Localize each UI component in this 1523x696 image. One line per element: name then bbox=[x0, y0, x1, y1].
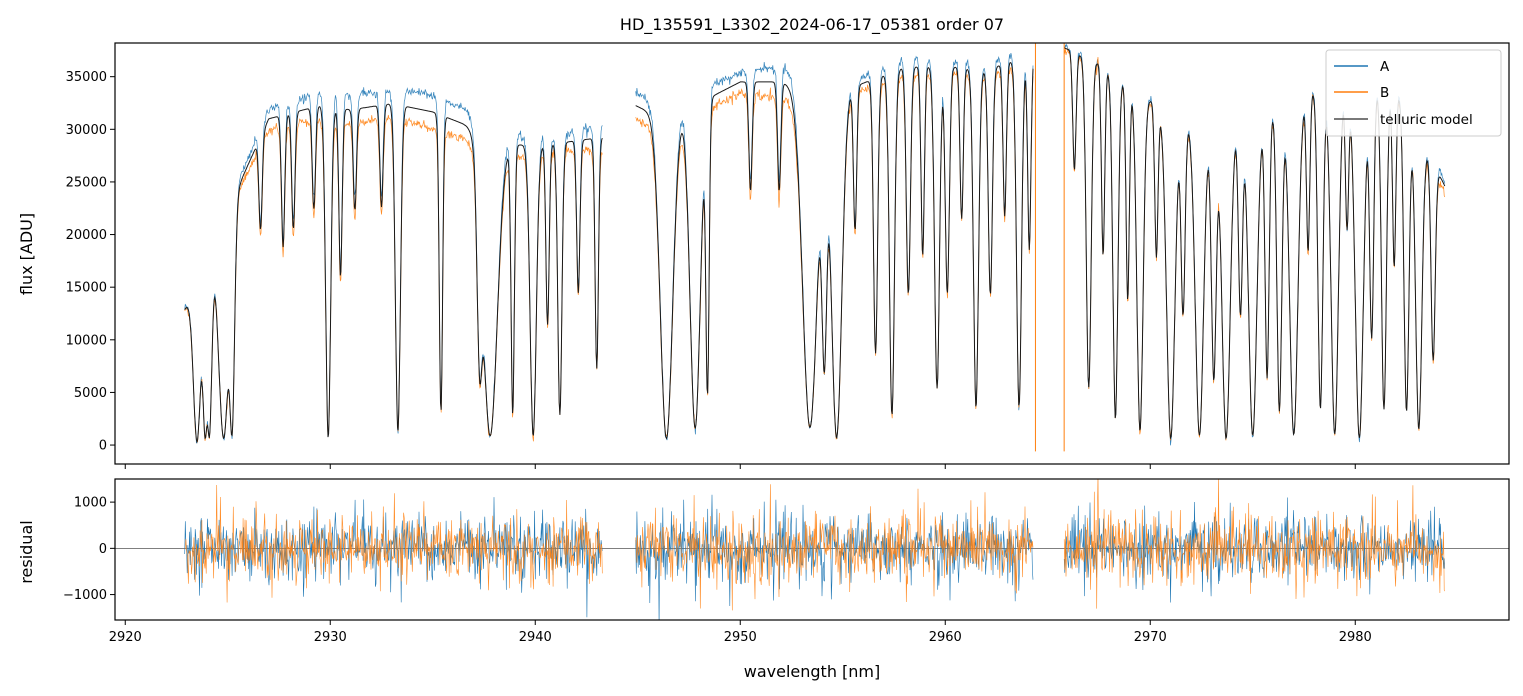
x-tick-label: 2930 bbox=[314, 630, 347, 645]
flux-axis-label: flux [ADU] bbox=[17, 213, 36, 295]
residual-panel-frame bbox=[114, 478, 1510, 621]
y-tick-label: 20000 bbox=[66, 228, 107, 243]
x-tick-label: 2970 bbox=[1134, 630, 1167, 645]
chart-title: HD_135591_L3302_2024-06-17_05381 order 0… bbox=[620, 15, 1004, 35]
y-tick-label: 30000 bbox=[66, 123, 107, 138]
residual-b-line bbox=[1063, 479, 1446, 609]
y-tick-label: 10000 bbox=[66, 333, 107, 348]
flux-panel-frame bbox=[114, 42, 1510, 465]
x-tick-label: 2940 bbox=[519, 630, 552, 645]
y-tick-label: 5000 bbox=[74, 386, 107, 401]
telluric-model-line bbox=[184, 103, 603, 444]
y-tick-label: −1000 bbox=[63, 588, 107, 603]
residual-a-line bbox=[1063, 497, 1446, 603]
y-tick-label: 25000 bbox=[66, 175, 107, 190]
series-a-line bbox=[184, 87, 603, 444]
residual-b-line bbox=[184, 484, 603, 603]
y-tick-label: 35000 bbox=[66, 70, 107, 85]
wavelength-axis-label: wavelength [nm] bbox=[744, 662, 881, 681]
y-tick-label: 15000 bbox=[66, 281, 107, 296]
x-tick-label: 2960 bbox=[929, 630, 962, 645]
residual-b-line bbox=[635, 484, 1034, 611]
x-tick-label: 2920 bbox=[109, 630, 142, 645]
legend: A B telluric model bbox=[1325, 49, 1502, 137]
telluric-model-line bbox=[1063, 47, 1446, 440]
legend-box bbox=[1325, 49, 1502, 137]
telluric-model-line bbox=[635, 62, 1034, 440]
residual-axis-label: residual bbox=[17, 520, 36, 583]
residual-a-line bbox=[635, 494, 1034, 620]
x-tick-label: 2980 bbox=[1339, 630, 1372, 645]
y-tick-label: 1000 bbox=[74, 496, 107, 511]
flux-panel: 0 5000 10000 15000 20000 25000 30000 35000 flux… bbox=[17, 42, 1510, 469]
x-tick-label: 2950 bbox=[724, 630, 757, 645]
legend-label-model: telluric model bbox=[1380, 112, 1473, 128]
y-tick-label: 0 bbox=[99, 542, 107, 557]
legend-label-b: B bbox=[1380, 85, 1389, 101]
legend-label-a: A bbox=[1380, 59, 1390, 75]
y-tick-label: 0 bbox=[99, 439, 107, 454]
